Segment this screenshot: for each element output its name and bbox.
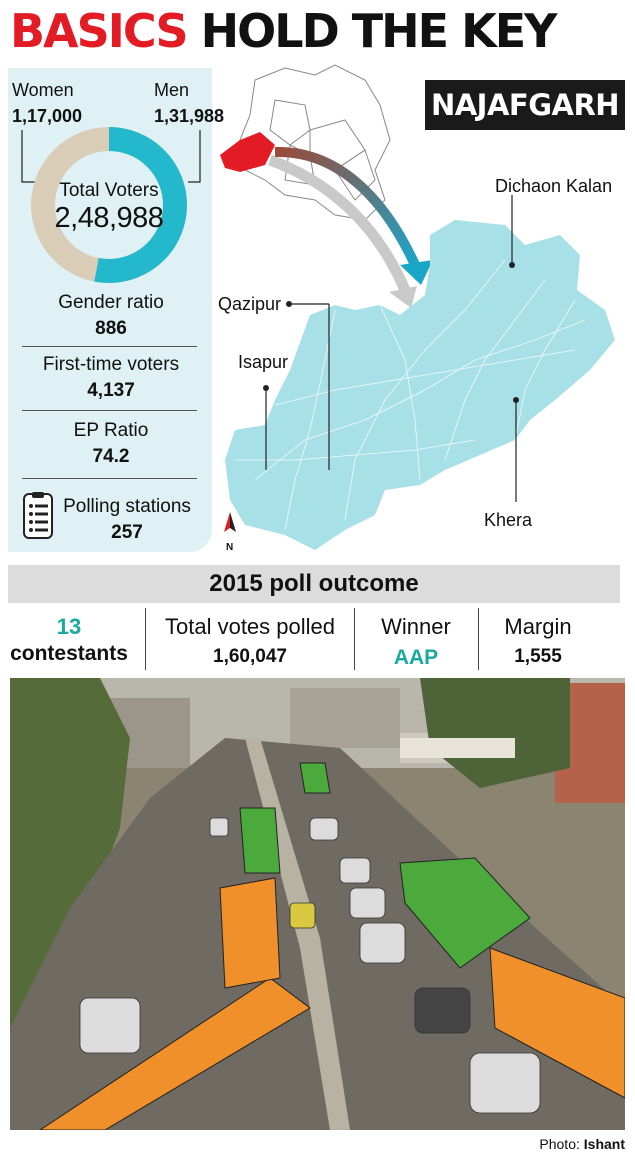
divider	[478, 608, 479, 670]
place-khera: Khera	[484, 510, 533, 530]
men-segment	[31, 127, 187, 283]
gender-ratio-label: Gender ratio	[58, 292, 164, 313]
outcome-header: 2015 poll outcome	[8, 565, 620, 603]
street-photo	[10, 678, 625, 1130]
place-isapur: Isapur	[238, 352, 289, 372]
divider	[145, 608, 146, 670]
gender-ratio-value: 886	[95, 318, 127, 339]
divider	[22, 478, 197, 479]
ep-ratio-label: EP Ratio	[73, 420, 149, 441]
road-network	[235, 259, 586, 531]
constituency-badge: NAJAFGARH	[425, 80, 625, 130]
men-value: 1,31,988	[154, 106, 225, 126]
women-label: Women	[12, 80, 74, 100]
total-votes-label: Total votes polled	[165, 614, 335, 639]
leader-lines	[265, 195, 517, 502]
photo-credit-name: Ishant	[583, 1136, 625, 1152]
north-label: N	[226, 542, 233, 553]
najafgarh-area	[225, 220, 615, 550]
headline: BASICS HOLD THE KEY	[10, 4, 558, 58]
contestants-label: contestants	[10, 642, 128, 665]
divider	[354, 608, 355, 670]
contestants-block: 13 contestants	[6, 614, 132, 666]
total-voters-value: 2,48,988	[54, 202, 164, 234]
total-votes-block: Total votes polled 1,60,047	[150, 614, 350, 668]
total-votes-value: 1,60,047	[213, 646, 287, 667]
first-time-voters-stat: First-time voters 4,137	[22, 354, 200, 402]
photo-credit-label: Photo:	[539, 1136, 580, 1152]
constituency-map: N	[220, 64, 615, 553]
first-time-voters-value: 4,137	[87, 380, 135, 401]
najafgarh-highlight	[220, 132, 275, 172]
place-markers	[263, 262, 519, 403]
arrow-head-blue	[400, 260, 433, 285]
polling-stations-value: 257	[111, 522, 143, 543]
place-qazipur: Qazipur	[218, 294, 282, 314]
margin-label: Margin	[504, 614, 572, 639]
donut-chart	[31, 127, 187, 283]
curve-arrow-grey	[268, 154, 411, 293]
clipboard-list-icon	[23, 492, 53, 539]
polling-stations-label: Polling stations	[63, 496, 191, 517]
curve-arrow-blue	[274, 146, 420, 268]
gender-ratio-stat: Gender ratio 886	[22, 292, 200, 340]
place-dichaon-kalan: Dichaon Kalan	[495, 176, 613, 196]
women-value: 1,17,000	[12, 106, 83, 126]
north-arrow-icon	[224, 512, 236, 532]
total-voters-label: Total Voters	[59, 180, 159, 201]
metro-station-roof	[400, 738, 515, 758]
headline-part1: BASICS	[10, 4, 189, 58]
cars	[79, 817, 541, 1114]
photo-credit: Photo: Ishant	[539, 1136, 625, 1152]
ep-ratio-stat: EP Ratio 74.2	[22, 420, 200, 468]
ep-ratio-value: 74.2	[92, 446, 130, 467]
margin-value: 1,555	[514, 646, 562, 667]
arrow-head-grey	[389, 286, 417, 308]
winner-block: Winner AAP	[360, 614, 472, 670]
donut-leader-lines	[21, 130, 201, 183]
contestants-count: 13	[56, 614, 82, 639]
divider	[22, 410, 197, 411]
first-time-voters-label: First-time voters	[42, 354, 180, 375]
margin-block: Margin 1,555	[482, 614, 594, 668]
total-voters-donut: Total Voters 2,48,988	[30, 126, 188, 284]
polling-stations-stat: Polling stations 257	[56, 496, 198, 544]
buses	[39, 762, 625, 1130]
winner-label: Winner	[381, 614, 451, 639]
men-label: Men	[154, 80, 190, 100]
divider	[22, 346, 197, 347]
winner-value: AAP	[393, 646, 439, 669]
headline-part2: HOLD THE KEY	[200, 4, 558, 58]
